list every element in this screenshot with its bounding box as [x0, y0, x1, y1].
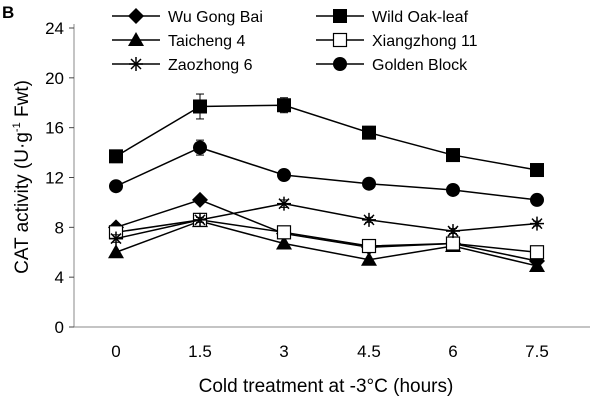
data-point	[446, 182, 460, 197]
legend-item: Xiangzhong 11	[316, 32, 478, 50]
data-point	[446, 224, 460, 239]
legend-label: Taicheng 4	[168, 33, 245, 50]
legend-label: Golden Block	[372, 57, 468, 74]
data-point	[361, 251, 377, 266]
data-point	[362, 125, 376, 140]
x-tick-label: 1.5	[188, 342, 212, 361]
x-axis-label: Cold treatment at -3°C (hours)	[199, 376, 454, 397]
y-tick-label: 24	[45, 19, 64, 38]
data-point	[277, 196, 291, 211]
series-line	[115, 104, 538, 171]
data-point	[529, 257, 545, 272]
series-taicheng-4	[108, 213, 545, 272]
data-point	[193, 212, 207, 227]
y-axis-label: CAT activity (U·g-1 Fwt)	[11, 80, 33, 274]
x-tick-label: 7.5	[525, 342, 549, 361]
y-tick-label: 20	[45, 69, 64, 88]
data-point	[362, 212, 376, 227]
x-tick-label: 3	[279, 342, 288, 361]
series-zaozhong-6	[109, 196, 544, 246]
legend-label: Wu Gong Bai	[168, 9, 263, 26]
panel-label: B	[2, 3, 14, 22]
y-tick-label: 8	[55, 218, 64, 237]
data-point	[109, 179, 123, 194]
legend-marker	[128, 32, 144, 46]
y-tick-label: 0	[55, 318, 64, 337]
legend-item: Zaozhong 6	[112, 57, 253, 74]
data-point	[445, 236, 461, 251]
legend-item: Taicheng 4	[112, 32, 245, 50]
data-point	[277, 98, 291, 113]
series-line	[115, 146, 538, 201]
legend-label: Zaozhong 6	[168, 57, 253, 74]
y-tick-label: 12	[45, 169, 64, 188]
y-tick-label: 4	[55, 268, 64, 287]
data-point	[277, 168, 291, 183]
data-point	[108, 244, 124, 259]
data-point	[530, 216, 544, 231]
data-point	[446, 148, 460, 163]
data-point	[193, 99, 207, 114]
series-line	[115, 202, 538, 240]
legend-item: Wu Gong Bai	[112, 8, 263, 26]
legend-item: Golden Block	[316, 57, 468, 74]
legend-marker	[128, 8, 144, 24]
legend-marker	[332, 32, 348, 48]
series-golden-block	[109, 139, 544, 207]
data-point	[192, 191, 208, 208]
data-point	[109, 149, 123, 164]
series-line	[115, 199, 538, 262]
x-tick-label: 4.5	[357, 342, 381, 361]
data-point	[276, 225, 292, 240]
legend-label: Wild Oak-leaf	[372, 9, 469, 26]
legend-item: Wild Oak-leaf	[316, 9, 469, 26]
series-wild-oak-leaf	[109, 93, 544, 178]
data-point	[109, 231, 123, 246]
y-tick-label: 16	[45, 119, 64, 138]
data-point	[361, 238, 377, 254]
legend-marker	[129, 57, 143, 71]
data-point	[362, 176, 376, 191]
data-point	[530, 192, 544, 207]
x-tick-label: 0	[111, 342, 120, 361]
data-point	[529, 245, 545, 260]
data-point	[530, 163, 544, 178]
legend-marker	[333, 9, 347, 23]
data-point	[193, 140, 207, 155]
series-line	[115, 220, 538, 267]
legend-marker	[333, 57, 347, 71]
x-tick-label: 6	[448, 342, 457, 361]
series-line	[115, 219, 538, 253]
legend-label: Xiangzhong 11	[372, 33, 478, 50]
data-point	[276, 235, 292, 250]
